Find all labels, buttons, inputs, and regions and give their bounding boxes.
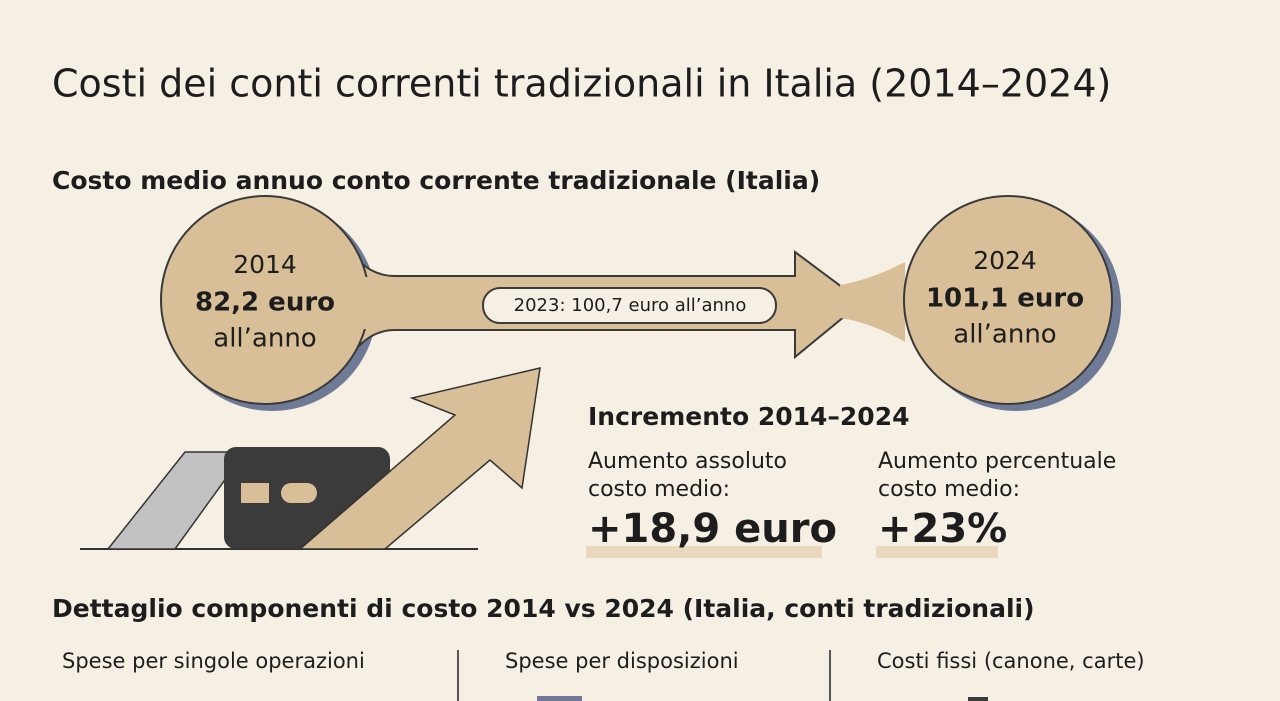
value: 101,1 euro [926,284,1084,314]
card-chip [241,483,269,503]
pill [482,287,777,324]
metric-label: costo medio: [878,477,1020,502]
highlight [586,546,822,558]
year: 2014 [233,250,297,279]
section-title: Costo medio annuo conto corrente tradizi… [52,166,820,195]
metric-value: +18,9 euro [588,506,837,552]
midpoint-label: 2023: 100,7 euro all’anno [514,295,747,316]
year: 2024 [973,246,1037,275]
bar-top [968,697,988,701]
bar-top [537,696,582,701]
unit: all’anno [213,324,316,354]
metric-label: Aumento assoluto [588,449,787,474]
section-title: Dettaglio componenti di costo 2014 vs 20… [52,594,1035,623]
arrow-neck [840,262,905,342]
card-chip [281,483,317,503]
bubble [903,195,1113,405]
metric-value: +23% [878,506,1007,552]
highlight [876,546,998,558]
bubble-neck [360,277,390,329]
metric-label: costo medio: [588,477,730,502]
column-header: Costi fissi (canone, carte) [877,649,1145,673]
title: Costi dei conti correnti tradizionali in… [52,62,1111,106]
growth-arrow [297,367,541,550]
increase-title: Incremento 2014–2024 [588,402,910,431]
value: 82,2 euro [195,288,335,318]
column-header: Spese per disposizioni [505,649,739,673]
column-header: Spese per singole operazioni [62,649,365,673]
metric-label: Aumento percentuale [878,449,1116,474]
unit: all’anno [953,320,1056,350]
